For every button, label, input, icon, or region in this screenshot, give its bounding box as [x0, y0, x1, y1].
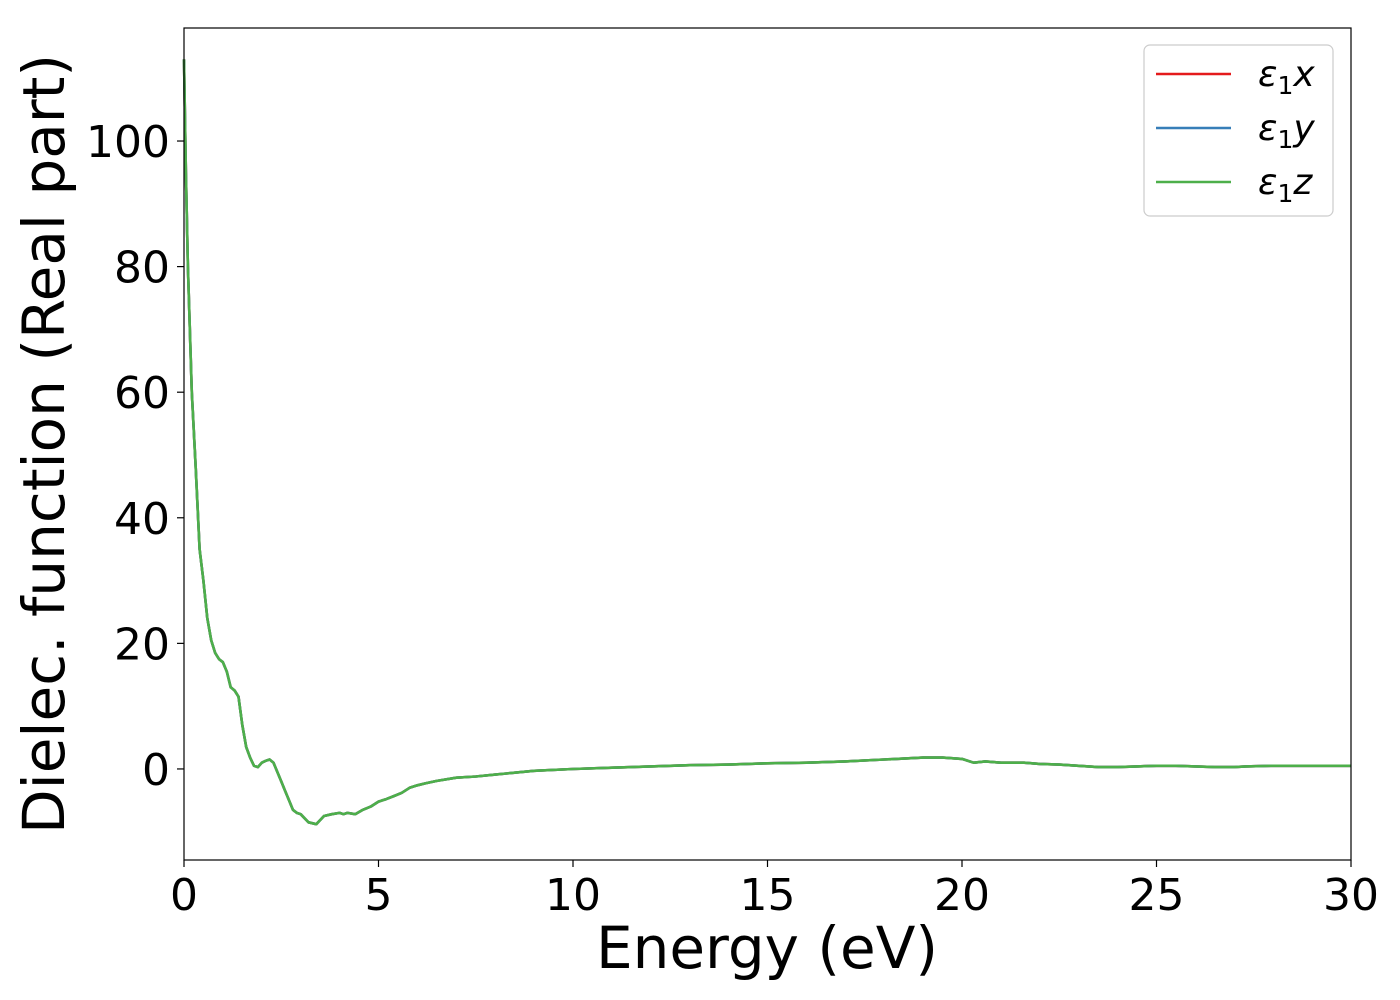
x-axis-ticks: 0 5 10 15 20 25 30	[170, 860, 1379, 921]
x-axis-label: Energy (eV)	[596, 914, 938, 982]
legend-label-0: ε1x	[1258, 54, 1315, 100]
y-tick-label: 60	[114, 368, 170, 419]
y-tick-label: 40	[114, 494, 170, 545]
y-tick-label: 20	[114, 619, 170, 670]
legend: ε1x ε1y ε1z	[1143, 44, 1334, 217]
x-tick-label: 25	[1129, 870, 1185, 921]
legend-label-1: ε1y	[1258, 108, 1315, 154]
series-line-2	[182, 59, 1351, 826]
y-axis-ticks: 0 20 40 60 80 100	[86, 117, 184, 796]
legend-box	[1143, 44, 1334, 217]
x-tick-label: 10	[545, 870, 601, 921]
x-tick-label: 30	[1323, 870, 1379, 921]
y-tick-label: 80	[114, 243, 170, 294]
x-tick-label: 5	[365, 870, 393, 921]
legend-label-2: ε1z	[1258, 162, 1313, 208]
x-tick-label: 15	[740, 870, 796, 921]
series-layer	[182, 59, 1351, 826]
y-tick-label: 0	[142, 745, 170, 796]
x-tick-label: 0	[170, 870, 198, 921]
y-tick-label: 100	[86, 117, 170, 168]
x-tick-label: 20	[934, 870, 990, 921]
y-axis-label: Dielec. function (Real part)	[10, 54, 78, 834]
